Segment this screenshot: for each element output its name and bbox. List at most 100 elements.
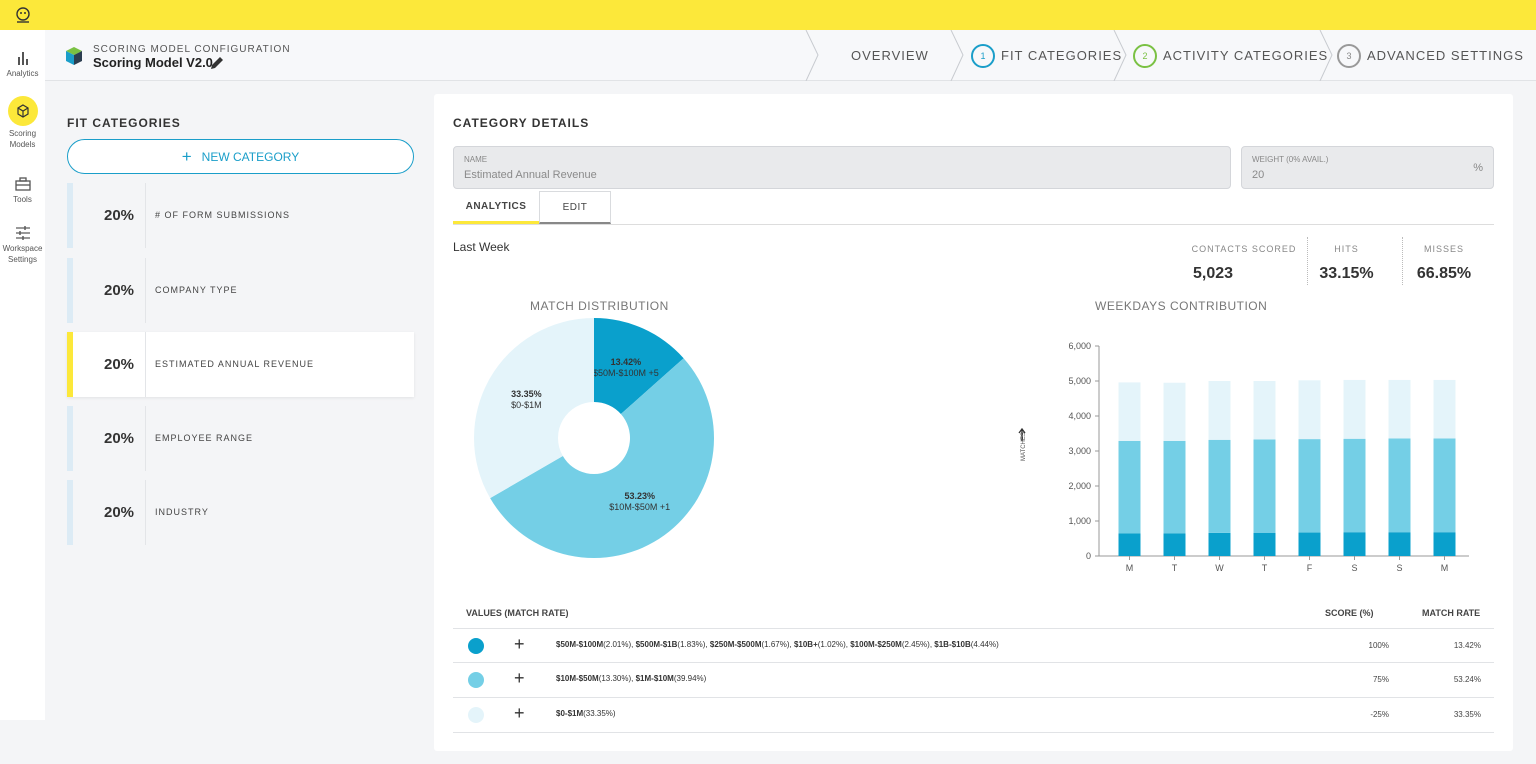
weight-field[interactable]: WEIGHT (0% AVAIL.) 20 %	[1241, 146, 1494, 189]
sliders-icon	[15, 226, 30, 240]
step-advanced-label: ADVANCED SETTINGS	[1367, 48, 1524, 63]
bar-segment[interactable]	[1208, 532, 1231, 556]
stat-divider	[1402, 237, 1403, 285]
nav-tools-label: Tools	[13, 195, 32, 204]
bar-segment[interactable]	[1253, 381, 1276, 440]
step-overview[interactable]: OVERVIEW	[851, 30, 929, 81]
bar-segment[interactable]	[1343, 438, 1366, 533]
bar-segment[interactable]	[1163, 533, 1186, 556]
bar-segment[interactable]	[1298, 380, 1321, 440]
expand-plus-icon[interactable]: +	[514, 634, 525, 654]
bar-segment[interactable]	[1118, 440, 1141, 534]
bar-segment[interactable]	[1208, 381, 1231, 440]
value-rate: (1.67%),	[761, 640, 794, 649]
col-values: VALUES (MATCH RATE)	[466, 608, 569, 618]
step-number: 1	[971, 43, 995, 68]
tab-edit[interactable]: EDIT	[539, 191, 611, 224]
bar-segment[interactable]	[1388, 438, 1411, 533]
bar-segment[interactable]	[1163, 440, 1186, 534]
x-tick-label: F	[1307, 563, 1313, 573]
value-range: $0-$1M	[556, 709, 584, 718]
pie-slice[interactable]	[490, 358, 714, 558]
edit-pencil-icon[interactable]	[209, 55, 225, 71]
bar-segment[interactable]	[1343, 379, 1366, 439]
category-item[interactable]: 20% COMPANY TYPE	[67, 258, 414, 323]
value-rate: (1.02%),	[817, 640, 851, 649]
divider	[145, 258, 146, 323]
nav-tools[interactable]: Tools	[0, 176, 45, 205]
step-advanced-settings[interactable]: 3 ADVANCED SETTINGS	[1337, 30, 1524, 81]
nav-scoring-models[interactable]: Scoring Models	[0, 96, 45, 150]
category-name: INDUSTRY	[155, 507, 209, 517]
expand-plus-icon[interactable]: +	[514, 668, 525, 688]
category-name: EMPLOYEE RANGE	[155, 433, 254, 443]
x-tick-label: S	[1351, 563, 1357, 573]
value-rate: (1.83%),	[677, 640, 710, 649]
value-rate: (13.30%),	[598, 674, 636, 683]
nav-workspace-settings[interactable]: Workspace Settings	[0, 225, 45, 265]
top-bar	[0, 0, 1536, 30]
bar-segment[interactable]	[1253, 532, 1276, 556]
step-separator	[1113, 30, 1127, 81]
row-match-rate: 53.24%	[1453, 675, 1481, 684]
category-item[interactable]: 20% INDUSTRY	[67, 480, 414, 545]
up-arrow-icon	[1018, 427, 1026, 441]
bar-segment[interactable]	[1433, 438, 1456, 533]
bar-segment[interactable]	[1388, 532, 1411, 556]
row-score: 75%	[1372, 675, 1389, 684]
bar-segment[interactable]	[1118, 533, 1141, 556]
category-bar	[67, 258, 73, 323]
page-title: Scoring Model V2.0	[93, 55, 213, 70]
value-range: $1B-$10B	[934, 640, 971, 649]
fit-categories-title: FIT CATEGORIES	[67, 116, 181, 130]
category-weight: 20%	[104, 282, 135, 299]
row-match-rate: 13.42%	[1453, 641, 1481, 650]
bar-segment[interactable]	[1433, 379, 1456, 439]
stat-value: 66.85%	[1416, 265, 1472, 282]
pie-slice[interactable]	[474, 318, 594, 499]
category-bar	[67, 480, 73, 545]
row-values: $0-$1M(33.35%)	[556, 709, 616, 718]
pie-slice[interactable]	[594, 318, 684, 415]
bar-segment[interactable]	[1298, 439, 1321, 533]
model-cube-icon	[66, 47, 82, 65]
bar-segment[interactable]	[1208, 439, 1231, 533]
bar-segment[interactable]	[1298, 532, 1321, 556]
category-item-active[interactable]: 20% ESTIMATED ANNUAL REVENUE	[67, 332, 414, 397]
row-score: 100%	[1368, 641, 1389, 650]
period-label: Last Week	[453, 240, 510, 254]
step-fit-categories[interactable]: 1 FIT CATEGORIES	[971, 30, 1122, 81]
pie-slice-pct: 53.23%	[624, 491, 655, 501]
nav-active-indicator	[7, 96, 38, 126]
name-field[interactable]: NAME Estimated Annual Revenue	[453, 146, 1231, 189]
step-fit-label: FIT CATEGORIES	[1001, 48, 1123, 63]
bar-segment[interactable]	[1433, 532, 1456, 556]
step-activity-categories[interactable]: 2 ACTIVITY CATEGORIES	[1133, 30, 1328, 81]
page-header: SCORING MODEL CONFIGURATION Scoring Mode…	[45, 30, 1536, 81]
category-item[interactable]: 20% # OF FORM SUBMISSIONS	[67, 183, 414, 248]
category-bar	[67, 332, 73, 397]
tab-analytics[interactable]: ANALYTICS	[453, 191, 539, 224]
bar-segment[interactable]	[1343, 532, 1366, 556]
bar-segment[interactable]	[1253, 439, 1276, 533]
nav-analytics[interactable]: Analytics	[0, 50, 45, 79]
col-score: SCORE (%)	[1325, 608, 1374, 618]
x-tick-label: S	[1396, 563, 1402, 573]
toolbox-icon	[14, 177, 31, 191]
new-category-button[interactable]: + NEW CATEGORY	[67, 139, 414, 174]
stat-hits: HITS 33.15%	[1314, 244, 1379, 283]
page-subtitle: SCORING MODEL CONFIGURATION	[93, 44, 291, 55]
expand-plus-icon[interactable]: +	[514, 703, 525, 723]
name-field-value: Estimated Annual Revenue	[464, 169, 597, 181]
y-tick-label: 1,000	[1068, 516, 1091, 526]
bar-segment[interactable]	[1118, 382, 1141, 441]
bar-segment[interactable]	[1388, 379, 1411, 439]
category-item[interactable]: 20% EMPLOYEE RANGE	[67, 406, 414, 471]
bar-segment[interactable]	[1163, 382, 1186, 441]
category-name: COMPANY TYPE	[155, 285, 238, 295]
divider	[145, 332, 146, 397]
nav-scoring-label: Scoring Models	[8, 129, 37, 149]
app-logo-icon[interactable]	[13, 5, 33, 25]
step-separator	[1319, 30, 1333, 81]
new-category-label: NEW CATEGORY	[201, 149, 300, 164]
